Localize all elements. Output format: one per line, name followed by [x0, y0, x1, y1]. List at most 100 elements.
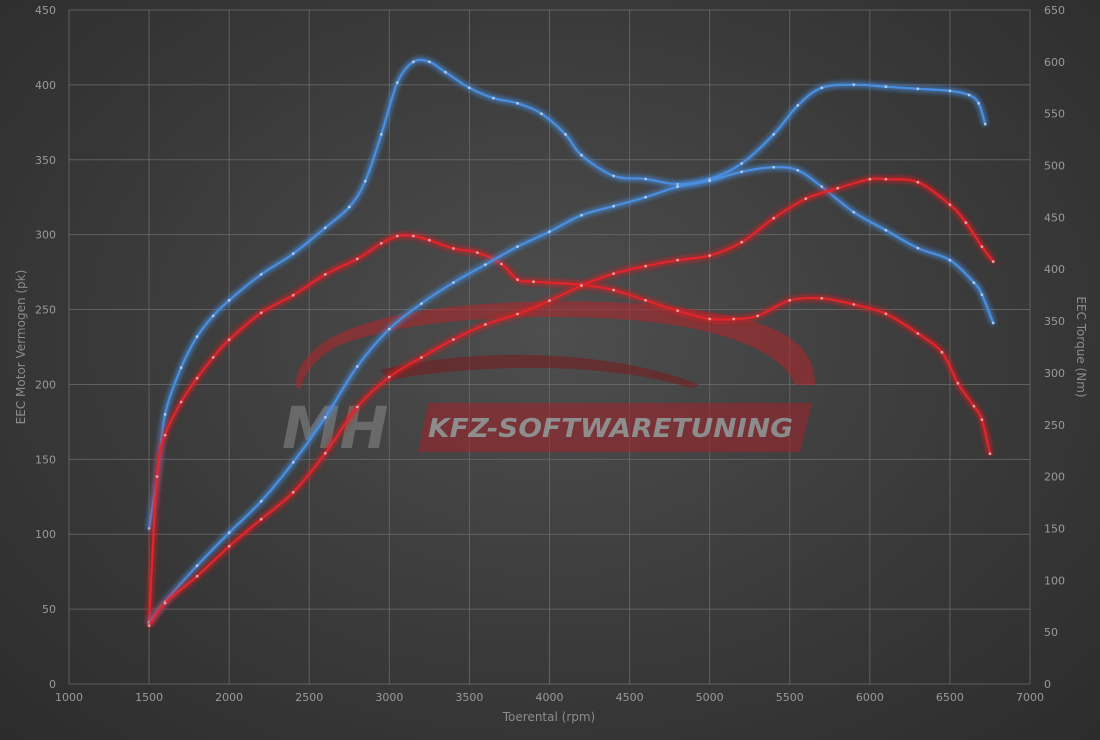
data-point [916, 87, 920, 91]
y-right-tick-label: 200 [1044, 471, 1065, 484]
data-point [379, 241, 383, 245]
series-tuned-right [147, 58, 987, 530]
y-left-axis-title: EEC Motor Vermogen (pk) [14, 270, 28, 425]
series-line [148, 166, 995, 624]
x-tick-label: 4500 [616, 691, 644, 704]
logo-mh-text: MH [282, 394, 388, 462]
data-point [964, 221, 968, 225]
data-point [980, 418, 984, 421]
data-point [155, 475, 159, 478]
data-point [211, 314, 215, 318]
data-point [948, 258, 952, 262]
y-left-tick-label: 50 [42, 603, 56, 616]
data-point [644, 298, 647, 302]
data-point [772, 165, 776, 169]
data-point [708, 179, 712, 183]
data-point [868, 177, 872, 181]
data-point [612, 272, 615, 275]
y-right-tick-label: 550 [1044, 108, 1065, 121]
y-right-tick-label: 450 [1044, 211, 1065, 224]
y-right-tick-label: 100 [1044, 574, 1065, 587]
data-point [564, 133, 567, 136]
car-silhouette [295, 301, 815, 390]
data-point [612, 204, 615, 208]
y-left-tick-label: 100 [35, 528, 56, 541]
y-left-tick-label: 300 [35, 229, 56, 242]
y-left-tick-label: 400 [35, 79, 56, 92]
data-point [708, 317, 712, 321]
data-point [395, 81, 399, 84]
data-point [884, 177, 888, 181]
y-left-tick-label: 350 [35, 154, 56, 167]
data-point [291, 293, 295, 297]
data-point [804, 197, 808, 201]
data-point [580, 284, 583, 287]
data-point [379, 133, 383, 136]
car-stripe [380, 354, 700, 388]
data-point [580, 153, 583, 157]
series-lines [147, 58, 995, 627]
data-point [211, 356, 215, 359]
data-point [476, 251, 479, 255]
y-right-tick-label: 600 [1044, 56, 1065, 69]
data-point [291, 460, 295, 464]
data-point [612, 288, 615, 292]
data-point [363, 179, 367, 183]
data-point [532, 280, 535, 284]
data-point [988, 452, 992, 456]
data-point [977, 101, 981, 105]
data-point [884, 312, 888, 316]
data-point [291, 252, 295, 256]
data-point [179, 366, 183, 370]
data-point [355, 257, 359, 261]
data-point [740, 240, 744, 244]
data-point [227, 298, 231, 302]
data-point [387, 327, 391, 331]
y-left-tick-label: 250 [35, 304, 56, 317]
data-point [740, 162, 744, 165]
data-point [612, 174, 615, 178]
data-point [428, 60, 431, 64]
data-point [676, 258, 679, 262]
series-line [148, 58, 987, 530]
y-right-tick-label: 300 [1044, 367, 1065, 380]
data-point [259, 499, 263, 503]
y-right-tick-label: 650 [1044, 4, 1065, 17]
x-axis-title: Toerental (rpm) [502, 710, 595, 724]
grid [68, 9, 1031, 685]
data-point [972, 281, 976, 284]
data-point [948, 203, 952, 207]
data-point [708, 254, 712, 257]
data-point [516, 245, 519, 249]
banner-shape [418, 403, 812, 452]
data-point [452, 281, 455, 284]
data-point [516, 278, 519, 281]
data-point [484, 323, 487, 326]
series-stock-left [147, 177, 995, 627]
data-point [972, 404, 976, 408]
x-tick-label: 5000 [696, 691, 724, 704]
data-point [756, 314, 760, 318]
data-point [387, 375, 391, 379]
data-point [884, 228, 888, 232]
data-point [323, 226, 327, 230]
data-point [395, 234, 399, 238]
data-point [163, 601, 167, 605]
data-point [163, 433, 167, 437]
x-axis-ticks: 1000 1500 2000 2500 3000 3500 4000 4500 5000 5500… [55, 691, 1044, 704]
data-point [916, 246, 920, 250]
data-point [355, 405, 359, 409]
data-point [227, 544, 231, 548]
data-point [227, 531, 231, 535]
x-tick-label: 3500 [455, 691, 483, 704]
data-point [740, 170, 744, 174]
y-right-tick-label: 500 [1044, 160, 1065, 173]
x-tick-label: 3000 [375, 691, 403, 704]
data-point [147, 624, 151, 627]
data-point [163, 413, 167, 416]
data-point [820, 296, 824, 300]
data-point [323, 416, 327, 419]
data-point [852, 83, 856, 87]
data-point [884, 85, 888, 89]
